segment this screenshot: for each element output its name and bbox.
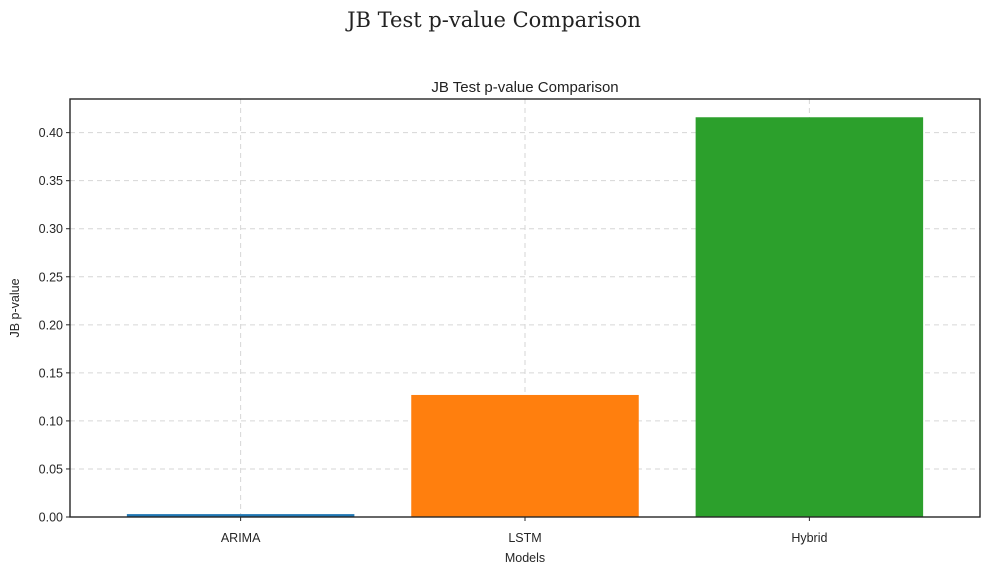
y-tick-label: 0.25 xyxy=(39,270,63,284)
y-tick-label: 0.40 xyxy=(39,126,63,140)
x-tick-label: ARIMA xyxy=(221,531,261,545)
figure-suptitle: JB Test p-value Comparison xyxy=(345,8,641,32)
y-axis-label: JB p-value xyxy=(8,278,22,337)
bar-arima xyxy=(126,514,355,517)
bar-hybrid xyxy=(695,117,924,517)
y-tick-label: 0.10 xyxy=(39,414,63,428)
y-tick-label: 0.05 xyxy=(39,462,63,476)
x-axis-label: Models xyxy=(505,551,545,565)
x-tick-label: Hybrid xyxy=(791,531,827,545)
y-tick-label: 0.35 xyxy=(39,174,63,188)
y-tick-label: 0.00 xyxy=(39,511,63,525)
x-axis-ticks: ARIMA LSTM Hybrid xyxy=(221,517,827,545)
y-tick-label: 0.20 xyxy=(39,318,63,332)
bar-lstm xyxy=(411,394,639,517)
x-tick-label: LSTM xyxy=(508,531,541,545)
y-tick-label: 0.30 xyxy=(39,222,63,236)
y-axis-ticks: 0.00 0.05 0.10 0.15 0.20 0.25 0.30 0.35 0.40 xyxy=(39,126,70,525)
bars xyxy=(126,117,924,517)
chart-title: JB Test p-value Comparison xyxy=(431,79,618,96)
y-tick-label: 0.15 xyxy=(39,366,63,380)
